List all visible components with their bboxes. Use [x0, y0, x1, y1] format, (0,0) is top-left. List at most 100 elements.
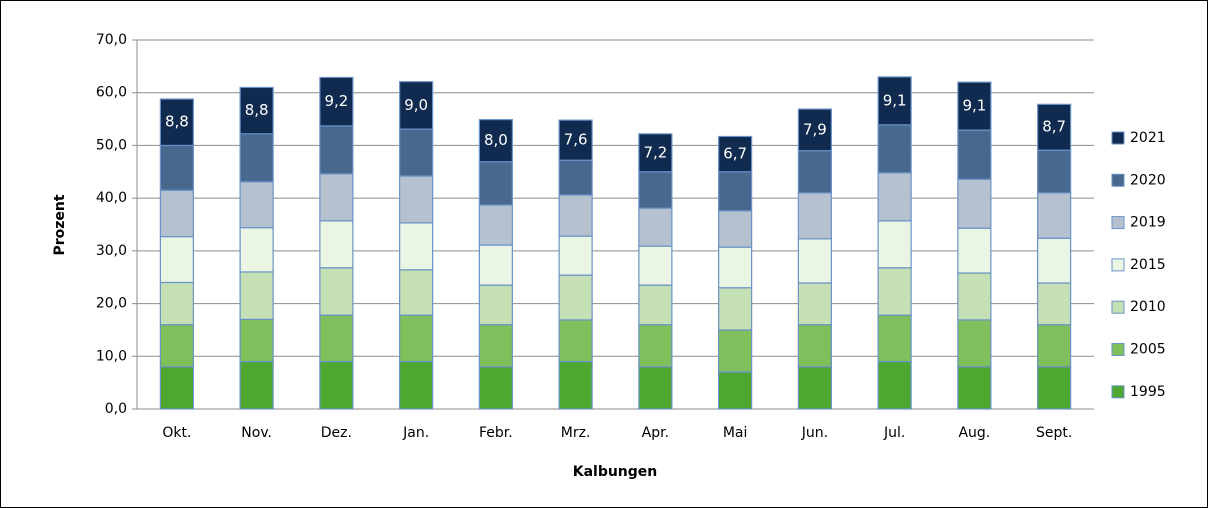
bar-segment	[638, 245, 673, 286]
bar-segment	[319, 314, 354, 363]
bar-segment	[239, 318, 274, 363]
bar-segment	[957, 81, 992, 131]
value-label: 7,6	[564, 131, 588, 149]
bar-segment	[718, 210, 753, 248]
bar-segment	[718, 371, 753, 410]
bar-segment	[638, 366, 673, 410]
bar-segment	[877, 267, 912, 316]
bar-segment	[877, 360, 912, 410]
bar-segment	[478, 284, 513, 326]
bar-segment	[558, 319, 593, 363]
value-label: 9,1	[962, 97, 986, 115]
bar-segment	[319, 220, 354, 269]
x-tick-label: Jun.	[801, 425, 828, 441]
legend-label: 2019	[1130, 215, 1166, 231]
bar-segment	[638, 133, 673, 173]
bar-segment	[957, 366, 992, 410]
x-tick-label: Jan.	[402, 425, 429, 441]
y-tick-label: 0,0	[105, 401, 127, 417]
value-label: 9,2	[324, 92, 348, 110]
legend-swatch	[1111, 300, 1125, 314]
bar-segment	[1037, 366, 1072, 410]
value-label: 9,0	[404, 96, 428, 114]
legend-label: 2005	[1130, 342, 1166, 358]
value-label: 7,9	[803, 120, 827, 138]
bar-segment	[957, 272, 992, 321]
bar-segment	[558, 194, 593, 237]
bar-segment	[478, 244, 513, 286]
bar-segment	[957, 227, 992, 274]
bar-segment	[239, 360, 274, 410]
x-tick-label: Mai	[723, 425, 748, 441]
bar-segment	[558, 235, 593, 276]
bar-segment	[1037, 237, 1072, 284]
bar-segment	[478, 366, 513, 410]
bar-segment	[319, 267, 354, 316]
bar-segment	[239, 227, 274, 273]
legend-swatch	[1111, 216, 1125, 230]
bar-segment	[478, 118, 513, 163]
bar-segment	[718, 329, 753, 373]
x-tick-label: Febr.	[479, 425, 513, 441]
x-axis-label: Kalbungen	[573, 464, 658, 480]
value-label: 8,8	[245, 101, 269, 119]
bar-segment	[399, 269, 434, 316]
y-tick-label: 10,0	[96, 348, 127, 364]
bar-segment	[797, 192, 832, 240]
bar-segment	[638, 284, 673, 326]
bar-segment	[159, 144, 194, 191]
x-tick-label: Sept.	[1036, 425, 1072, 441]
bar-segment	[319, 173, 354, 222]
bar-segment	[319, 76, 354, 127]
bar-segment	[797, 324, 832, 368]
y-tick-label: 20,0	[96, 296, 127, 312]
bar-segment	[239, 181, 274, 229]
bar-segment	[957, 129, 992, 180]
bar-segment	[558, 274, 593, 321]
bar-segment	[399, 314, 434, 363]
bar-segment	[718, 287, 753, 331]
bar-segment	[399, 360, 434, 410]
bar-segment	[159, 366, 194, 410]
legend-label: 1995	[1130, 384, 1166, 400]
bar-segment	[1037, 282, 1072, 326]
bar-segment	[797, 150, 832, 194]
legend-swatch	[1111, 343, 1125, 356]
y-tick-label: 40,0	[96, 190, 127, 206]
bar-segment	[877, 124, 912, 174]
legend-label: 2015	[1130, 257, 1166, 273]
bar-segment	[877, 76, 912, 126]
bar-segment	[718, 171, 753, 212]
y-tick-label: 30,0	[96, 243, 127, 259]
bar-segment	[1037, 192, 1072, 239]
legend-swatch	[1111, 131, 1125, 145]
bar-segment	[399, 128, 434, 177]
value-label: 7,2	[643, 143, 667, 161]
bar-segment	[877, 172, 912, 222]
bar-segment	[478, 324, 513, 368]
bar-segment	[877, 314, 912, 363]
x-tick-label: Okt.	[162, 425, 191, 441]
bar-segment	[399, 222, 434, 271]
bar-segment	[1037, 149, 1072, 194]
bar-segment	[319, 360, 354, 410]
bar-segment	[159, 189, 194, 238]
bar-segment	[399, 175, 434, 224]
bar-segment	[159, 236, 194, 284]
bar-segment	[718, 246, 753, 289]
x-tick-label: Mrz.	[561, 425, 591, 441]
legend-label: 2020	[1130, 172, 1166, 188]
bar-segment	[159, 324, 194, 368]
bar-segment	[558, 360, 593, 410]
bar-segment	[638, 171, 673, 209]
bar-segment	[957, 319, 992, 368]
x-tick-label: Apr.	[642, 425, 669, 441]
bar-segment	[797, 366, 832, 410]
value-label: 9,1	[883, 91, 907, 109]
bar-segment	[558, 159, 593, 196]
bar-segment	[239, 271, 274, 320]
y-tick-label: 60,0	[96, 85, 127, 101]
value-label: 6,7	[723, 145, 747, 163]
y-axis-label: Prozent	[52, 194, 68, 255]
